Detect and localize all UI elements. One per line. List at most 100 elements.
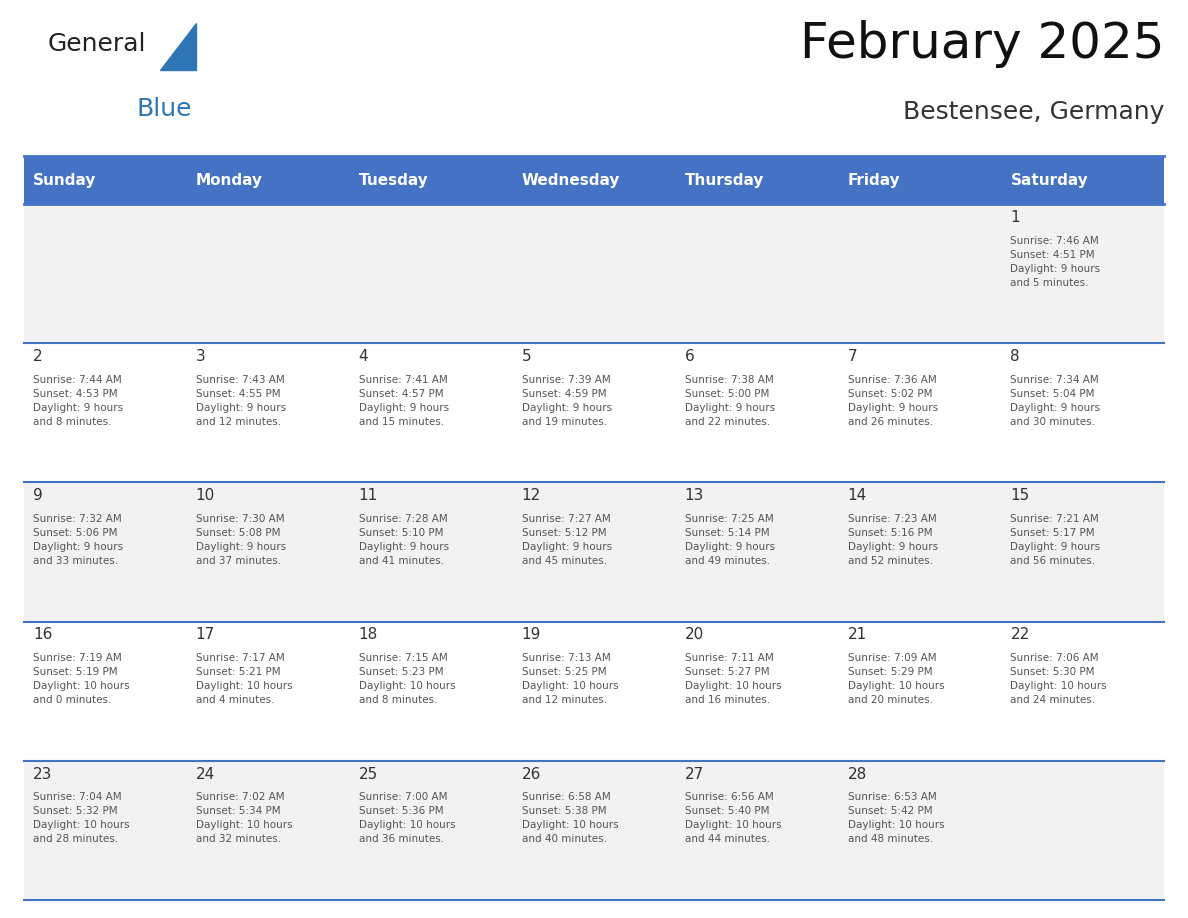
- Bar: [349, 343, 512, 483]
- Text: Sunrise: 7:32 AM
Sunset: 5:06 PM
Daylight: 9 hours
and 33 minutes.: Sunrise: 7:32 AM Sunset: 5:06 PM Dayligh…: [33, 514, 124, 565]
- Text: Sunrise: 7:38 AM
Sunset: 5:00 PM
Daylight: 9 hours
and 22 minutes.: Sunrise: 7:38 AM Sunset: 5:00 PM Dayligh…: [684, 375, 775, 427]
- Polygon shape: [160, 23, 196, 70]
- Bar: [187, 343, 349, 483]
- Text: Sunrise: 7:11 AM
Sunset: 5:27 PM
Daylight: 10 hours
and 16 minutes.: Sunrise: 7:11 AM Sunset: 5:27 PM Dayligh…: [684, 653, 782, 705]
- Text: 20: 20: [684, 628, 703, 643]
- Text: Sunrise: 7:27 AM
Sunset: 5:12 PM
Daylight: 9 hours
and 45 minutes.: Sunrise: 7:27 AM Sunset: 5:12 PM Dayligh…: [522, 514, 612, 565]
- Text: Sunrise: 6:58 AM
Sunset: 5:38 PM
Daylight: 10 hours
and 40 minutes.: Sunrise: 6:58 AM Sunset: 5:38 PM Dayligh…: [522, 792, 618, 844]
- Text: Sunrise: 7:43 AM
Sunset: 4:55 PM
Daylight: 9 hours
and 12 minutes.: Sunrise: 7:43 AM Sunset: 4:55 PM Dayligh…: [196, 375, 286, 427]
- Bar: [24, 205, 187, 343]
- Bar: [512, 156, 676, 205]
- Text: Blue: Blue: [137, 97, 192, 121]
- Text: 21: 21: [847, 628, 867, 643]
- Text: Sunrise: 7:46 AM
Sunset: 4:51 PM
Daylight: 9 hours
and 5 minutes.: Sunrise: 7:46 AM Sunset: 4:51 PM Dayligh…: [1011, 236, 1100, 287]
- Bar: [512, 483, 676, 621]
- Text: 4: 4: [359, 350, 368, 364]
- Text: Bestensee, Germany: Bestensee, Germany: [903, 100, 1164, 124]
- Text: Sunday: Sunday: [33, 173, 96, 187]
- Text: Monday: Monday: [196, 173, 263, 187]
- Text: February 2025: February 2025: [800, 19, 1164, 68]
- Bar: [1001, 205, 1164, 343]
- Text: Sunrise: 7:04 AM
Sunset: 5:32 PM
Daylight: 10 hours
and 28 minutes.: Sunrise: 7:04 AM Sunset: 5:32 PM Dayligh…: [33, 792, 129, 844]
- Text: Sunrise: 7:30 AM
Sunset: 5:08 PM
Daylight: 9 hours
and 37 minutes.: Sunrise: 7:30 AM Sunset: 5:08 PM Dayligh…: [196, 514, 286, 565]
- Bar: [512, 343, 676, 483]
- Text: 25: 25: [359, 767, 378, 781]
- Text: 24: 24: [196, 767, 215, 781]
- Bar: [676, 483, 839, 621]
- Text: 23: 23: [33, 767, 52, 781]
- Bar: [24, 483, 187, 621]
- Text: 3: 3: [196, 350, 206, 364]
- Text: 2: 2: [33, 350, 43, 364]
- Bar: [187, 205, 349, 343]
- Bar: [839, 343, 1001, 483]
- Text: 5: 5: [522, 350, 531, 364]
- Bar: [512, 205, 676, 343]
- Text: Thursday: Thursday: [684, 173, 764, 187]
- Text: Sunrise: 7:41 AM
Sunset: 4:57 PM
Daylight: 9 hours
and 15 minutes.: Sunrise: 7:41 AM Sunset: 4:57 PM Dayligh…: [359, 375, 449, 427]
- Text: 16: 16: [33, 628, 52, 643]
- Bar: [839, 483, 1001, 621]
- Bar: [839, 761, 1001, 900]
- Text: 7: 7: [847, 350, 857, 364]
- Bar: [512, 761, 676, 900]
- Bar: [1001, 621, 1164, 761]
- Bar: [187, 621, 349, 761]
- Text: Sunrise: 7:34 AM
Sunset: 5:04 PM
Daylight: 9 hours
and 30 minutes.: Sunrise: 7:34 AM Sunset: 5:04 PM Dayligh…: [1011, 375, 1100, 427]
- Text: Sunrise: 7:21 AM
Sunset: 5:17 PM
Daylight: 9 hours
and 56 minutes.: Sunrise: 7:21 AM Sunset: 5:17 PM Dayligh…: [1011, 514, 1100, 565]
- Bar: [187, 156, 349, 205]
- Text: Sunrise: 7:19 AM
Sunset: 5:19 PM
Daylight: 10 hours
and 0 minutes.: Sunrise: 7:19 AM Sunset: 5:19 PM Dayligh…: [33, 653, 129, 705]
- Bar: [676, 343, 839, 483]
- Text: Saturday: Saturday: [1011, 173, 1088, 187]
- Text: Sunrise: 7:09 AM
Sunset: 5:29 PM
Daylight: 10 hours
and 20 minutes.: Sunrise: 7:09 AM Sunset: 5:29 PM Dayligh…: [847, 653, 944, 705]
- Bar: [839, 205, 1001, 343]
- Text: 19: 19: [522, 628, 541, 643]
- Text: Sunrise: 7:17 AM
Sunset: 5:21 PM
Daylight: 10 hours
and 4 minutes.: Sunrise: 7:17 AM Sunset: 5:21 PM Dayligh…: [196, 653, 292, 705]
- Text: 22: 22: [1011, 628, 1030, 643]
- Bar: [512, 621, 676, 761]
- Text: Tuesday: Tuesday: [359, 173, 429, 187]
- Bar: [24, 156, 187, 205]
- Text: Sunrise: 7:36 AM
Sunset: 5:02 PM
Daylight: 9 hours
and 26 minutes.: Sunrise: 7:36 AM Sunset: 5:02 PM Dayligh…: [847, 375, 937, 427]
- Text: 8: 8: [1011, 350, 1020, 364]
- Text: 12: 12: [522, 488, 541, 503]
- Text: 27: 27: [684, 767, 703, 781]
- Text: 9: 9: [33, 488, 43, 503]
- Text: Sunrise: 7:15 AM
Sunset: 5:23 PM
Daylight: 10 hours
and 8 minutes.: Sunrise: 7:15 AM Sunset: 5:23 PM Dayligh…: [359, 653, 455, 705]
- Text: General: General: [48, 32, 146, 56]
- Text: Sunrise: 7:28 AM
Sunset: 5:10 PM
Daylight: 9 hours
and 41 minutes.: Sunrise: 7:28 AM Sunset: 5:10 PM Dayligh…: [359, 514, 449, 565]
- Bar: [187, 761, 349, 900]
- Bar: [839, 156, 1001, 205]
- Bar: [839, 621, 1001, 761]
- Text: Sunrise: 7:06 AM
Sunset: 5:30 PM
Daylight: 10 hours
and 24 minutes.: Sunrise: 7:06 AM Sunset: 5:30 PM Dayligh…: [1011, 653, 1107, 705]
- Bar: [1001, 761, 1164, 900]
- Text: Sunrise: 7:00 AM
Sunset: 5:36 PM
Daylight: 10 hours
and 36 minutes.: Sunrise: 7:00 AM Sunset: 5:36 PM Dayligh…: [359, 792, 455, 844]
- Bar: [24, 343, 187, 483]
- Text: Sunrise: 7:23 AM
Sunset: 5:16 PM
Daylight: 9 hours
and 52 minutes.: Sunrise: 7:23 AM Sunset: 5:16 PM Dayligh…: [847, 514, 937, 565]
- Bar: [24, 621, 187, 761]
- Bar: [676, 621, 839, 761]
- Text: Sunrise: 7:39 AM
Sunset: 4:59 PM
Daylight: 9 hours
and 19 minutes.: Sunrise: 7:39 AM Sunset: 4:59 PM Dayligh…: [522, 375, 612, 427]
- Bar: [187, 483, 349, 621]
- Bar: [676, 156, 839, 205]
- Text: 18: 18: [359, 628, 378, 643]
- Text: Sunrise: 7:02 AM
Sunset: 5:34 PM
Daylight: 10 hours
and 32 minutes.: Sunrise: 7:02 AM Sunset: 5:34 PM Dayligh…: [196, 792, 292, 844]
- Bar: [349, 621, 512, 761]
- Text: 1: 1: [1011, 210, 1020, 225]
- Text: 11: 11: [359, 488, 378, 503]
- Text: Sunrise: 6:56 AM
Sunset: 5:40 PM
Daylight: 10 hours
and 44 minutes.: Sunrise: 6:56 AM Sunset: 5:40 PM Dayligh…: [684, 792, 782, 844]
- Bar: [1001, 156, 1164, 205]
- Bar: [676, 761, 839, 900]
- Text: 17: 17: [196, 628, 215, 643]
- Text: 10: 10: [196, 488, 215, 503]
- Text: 28: 28: [847, 767, 867, 781]
- Bar: [676, 205, 839, 343]
- Bar: [349, 156, 512, 205]
- Bar: [349, 483, 512, 621]
- Text: 26: 26: [522, 767, 541, 781]
- Text: 13: 13: [684, 488, 704, 503]
- Bar: [349, 205, 512, 343]
- Text: Sunrise: 7:44 AM
Sunset: 4:53 PM
Daylight: 9 hours
and 8 minutes.: Sunrise: 7:44 AM Sunset: 4:53 PM Dayligh…: [33, 375, 124, 427]
- Text: Sunrise: 7:25 AM
Sunset: 5:14 PM
Daylight: 9 hours
and 49 minutes.: Sunrise: 7:25 AM Sunset: 5:14 PM Dayligh…: [684, 514, 775, 565]
- Text: Wednesday: Wednesday: [522, 173, 620, 187]
